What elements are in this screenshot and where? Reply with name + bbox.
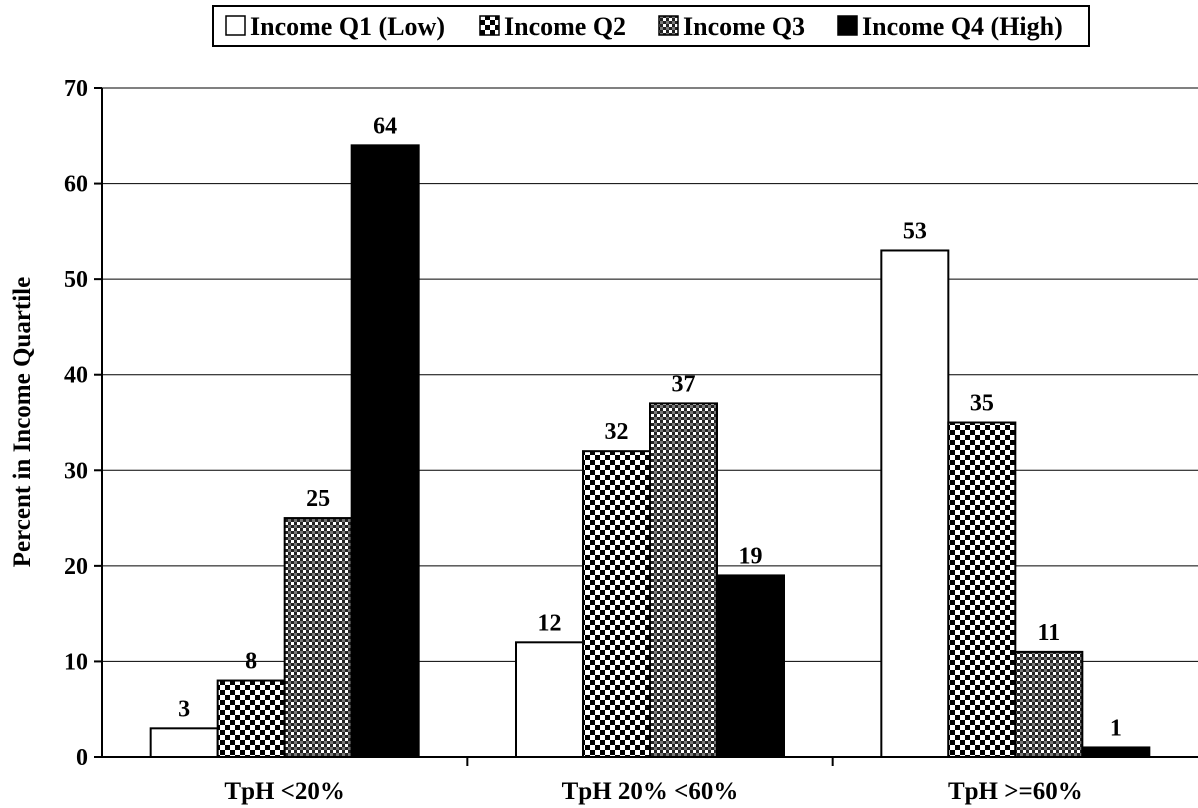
bar [1014, 650, 1084, 758]
data-label: 8 [245, 649, 257, 675]
legend-label: Income Q4 (High) [862, 12, 1063, 41]
y-tick-label: 50 [64, 267, 88, 293]
y-axis-title: Percent in Income Quartile [9, 277, 36, 567]
data-label: 3 [178, 696, 190, 722]
data-label: 32 [605, 419, 629, 445]
legend: Income Q1 (Low) Income Q2 Income Q3 Income … [212, 5, 1090, 47]
bar [947, 421, 1017, 758]
bar [515, 641, 584, 758]
legend-label: Income Q3 [683, 12, 805, 41]
y-tick-label: 30 [64, 458, 88, 484]
y-tick-label: 60 [64, 172, 88, 198]
bars [149, 144, 1151, 759]
data-label: 53 [903, 218, 927, 244]
data-label: 64 [373, 113, 397, 139]
bar [716, 574, 785, 759]
y-tick-label: 70 [64, 76, 88, 102]
bar [283, 517, 353, 758]
data-label: 35 [970, 391, 994, 417]
data-label: 25 [306, 486, 330, 512]
legend-label: Income Q1 (Low) [250, 12, 445, 41]
data-label: 11 [1037, 620, 1060, 646]
y-tick-label: 40 [64, 363, 88, 389]
bar [216, 679, 286, 758]
x-category-label: TpH 20% <60% [562, 778, 739, 805]
data-label: 37 [672, 371, 696, 397]
bar [649, 402, 718, 758]
bar [1081, 746, 1151, 759]
bar [880, 249, 950, 758]
bar [350, 144, 420, 759]
data-label: 19 [739, 543, 763, 569]
legend-swatch [479, 15, 500, 36]
bar [582, 450, 651, 758]
y-tick-label: 10 [64, 649, 88, 675]
data-label: 12 [538, 610, 562, 636]
x-category-label: TpH <20% [224, 778, 345, 805]
legend-swatch [837, 15, 858, 36]
legend-label: Income Q2 [504, 12, 626, 41]
labels: 0 10 20 30 40 50 60 70 3 8 25 64 TpH <20% 12 32 37 19 TpH… [64, 76, 1122, 805]
x-category-label: TpH >=60% [948, 778, 1083, 805]
legend-swatch [225, 15, 246, 36]
y-tick-label: 20 [64, 554, 88, 580]
y-tick-label: 0 [76, 745, 88, 771]
data-label: 1 [1110, 715, 1122, 741]
legend-swatch [658, 15, 679, 36]
bar [149, 727, 219, 758]
legend-frame [212, 5, 1090, 47]
